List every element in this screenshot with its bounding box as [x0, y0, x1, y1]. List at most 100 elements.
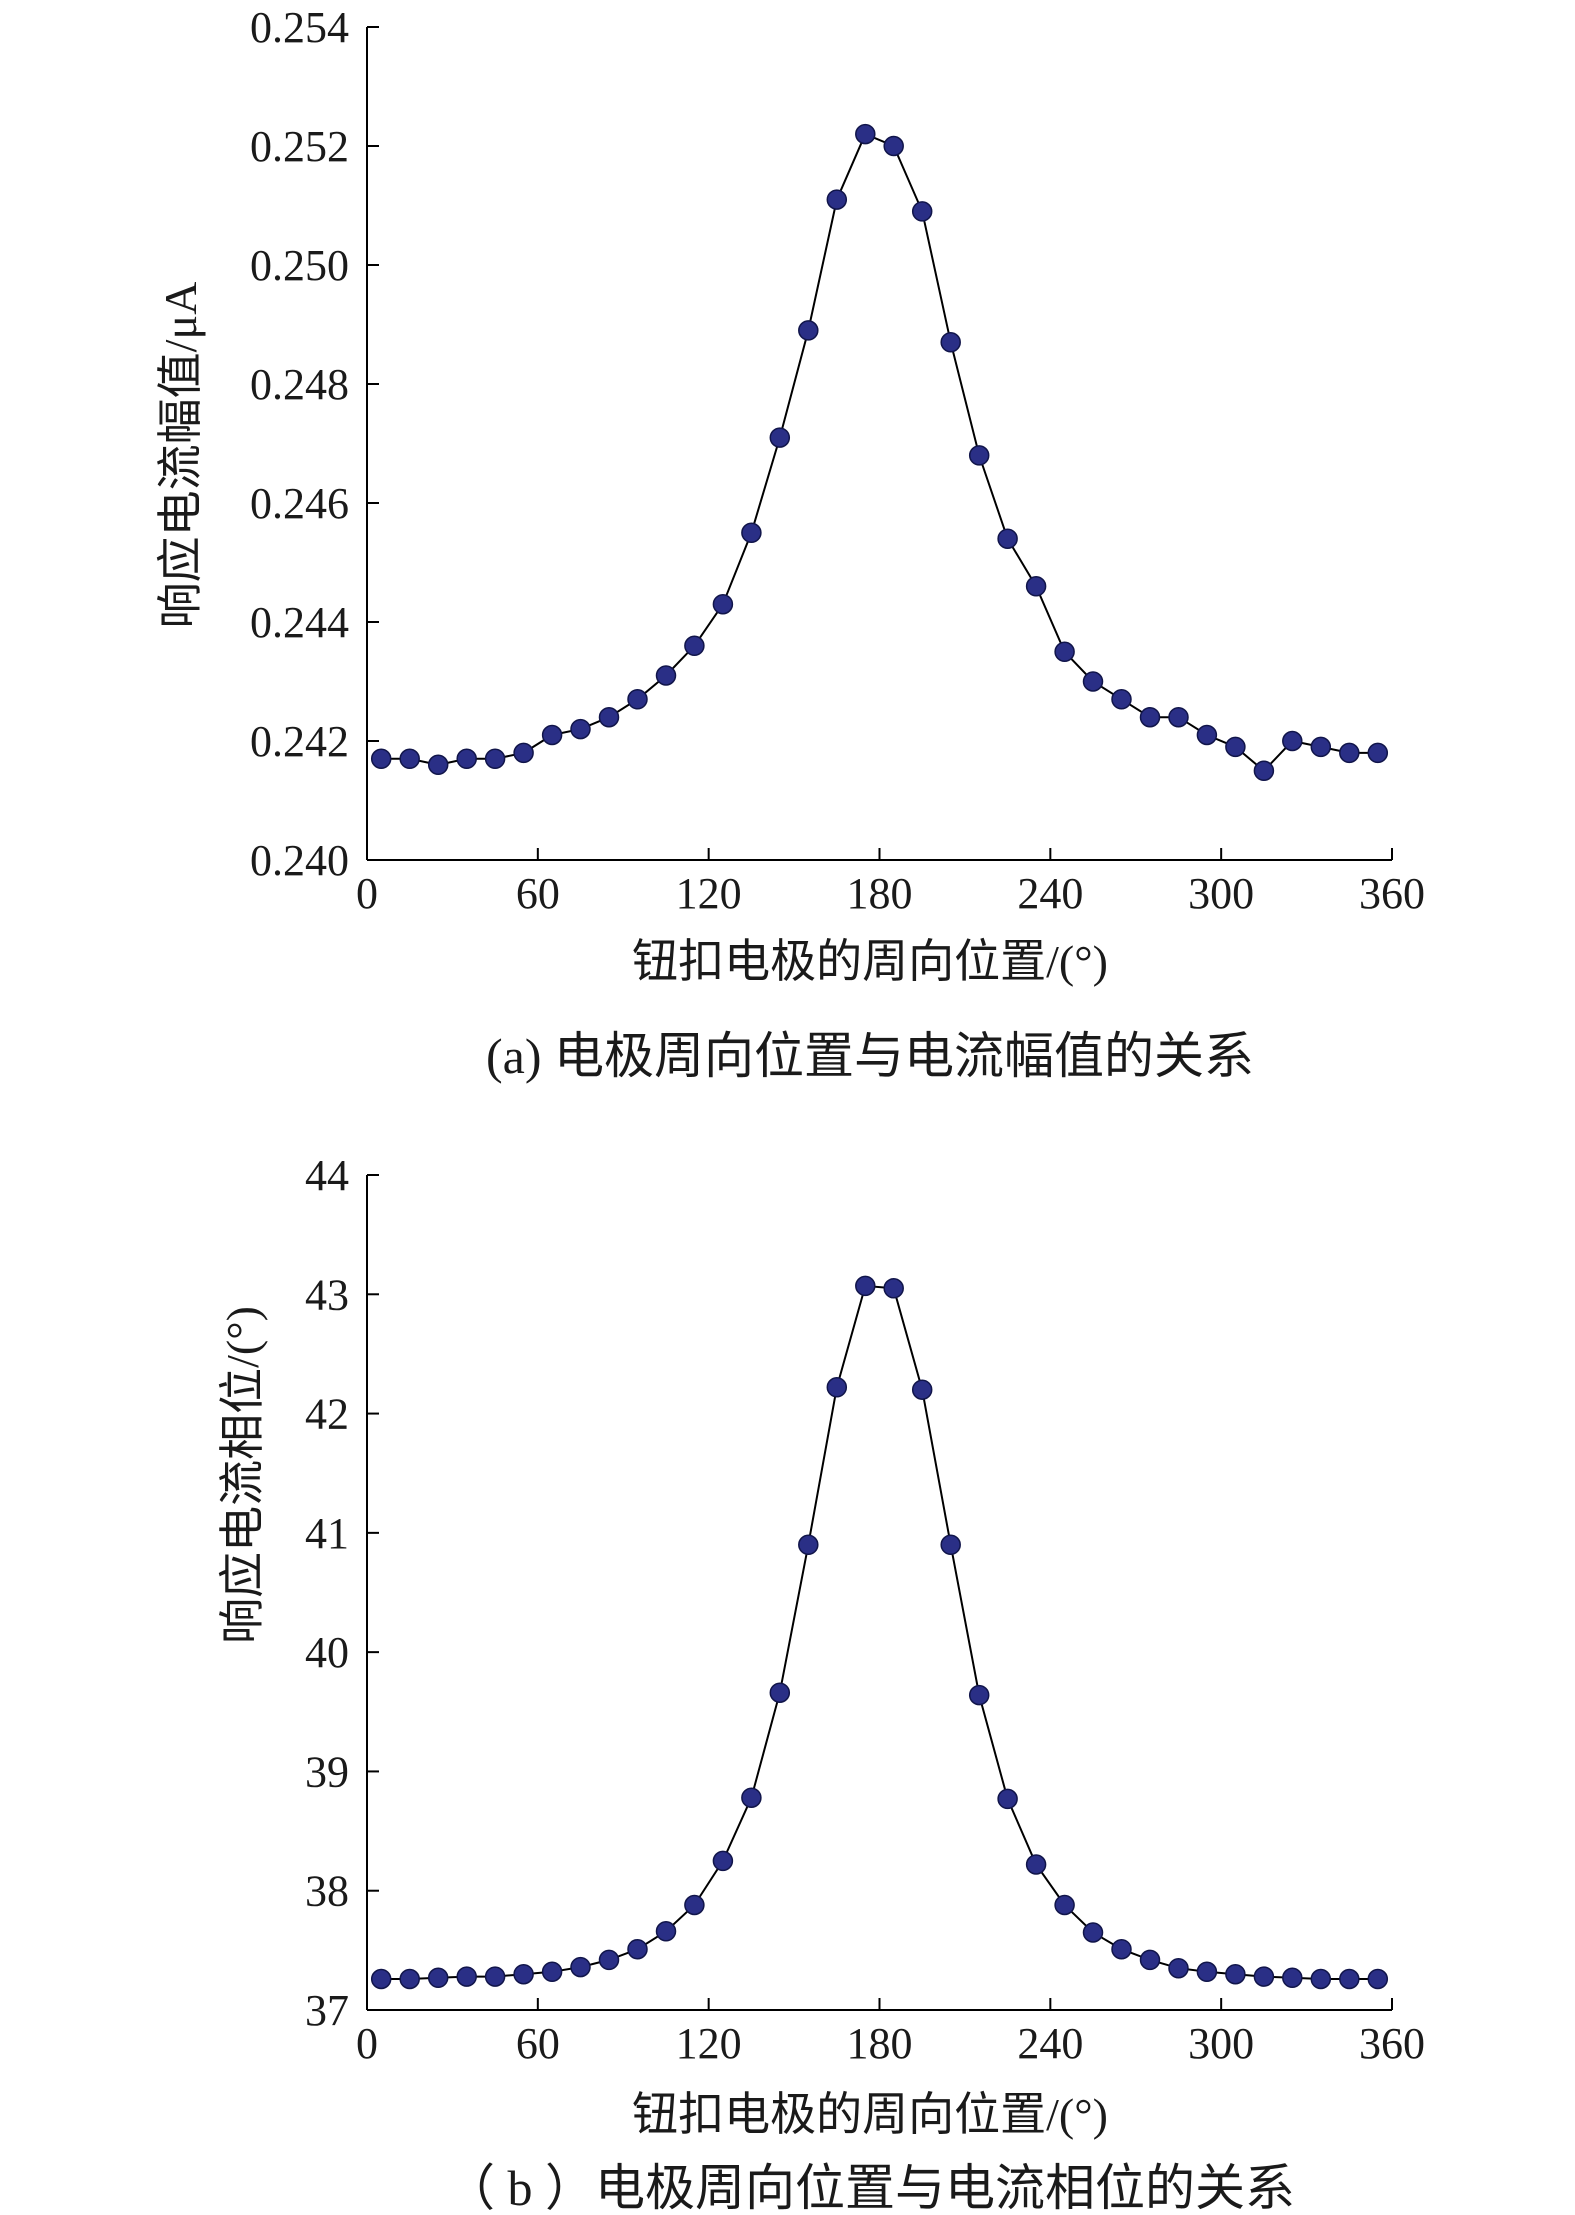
- chart-amplitude-x-tick-label: 0: [356, 869, 378, 918]
- chart-phase-data-point: [997, 1788, 1018, 1810]
- chart-amplitude-data-point: [855, 123, 876, 145]
- chart-amplitude-data-point: [399, 748, 420, 770]
- chart-phase-data-point: [1082, 1922, 1104, 1943]
- chart-amplitude-y-tick-label: 0.248: [250, 360, 349, 409]
- chart-amplitude-y-tick-label: 0.242: [250, 717, 349, 766]
- chart-amplitude-data-point: [1367, 742, 1389, 764]
- chart-phase-data-point: [1225, 1963, 1246, 1985]
- chart-amplitude-data-point: [940, 332, 961, 353]
- chart-phase-data-point: [655, 1921, 677, 1942]
- chart-amplitude-data-point: [1339, 742, 1360, 764]
- chart-amplitude: 0 60 120 180 240 300 360 0.240 0.242 0.244 0.246 0.…: [155, 3, 1425, 1084]
- chart-amplitude-x-tick-label: 120: [676, 869, 742, 918]
- chart-phase-data-point: [456, 1966, 477, 1987]
- chart-phase-data-point: [798, 1534, 819, 1556]
- chart-phase-y-tick-label: 37: [305, 1986, 349, 2035]
- chart-amplitude-data-point: [541, 724, 563, 746]
- chart-phase-x-tick-label: 240: [1017, 2019, 1083, 2068]
- chart-amplitude-data-point: [1054, 641, 1075, 663]
- chart-amplitude-data-point: [798, 320, 819, 341]
- chart-amplitude-data-point: [427, 754, 449, 776]
- chart-amplitude-y-tick-label: 0.252: [250, 122, 349, 171]
- chart-amplitude-y-tick-label: 0.240: [250, 836, 349, 885]
- chart-amplitude-data-point: [769, 427, 791, 448]
- chart-phase-x-tick-label: 0: [356, 2019, 378, 2068]
- chart-phase-data-point: [427, 1967, 449, 1989]
- chart-amplitude-x-tick-label: 240: [1017, 869, 1083, 918]
- chart-phase-data-point: [399, 1968, 420, 1990]
- chart-amplitude-y-axis-label: 响应电流幅值/μA: [155, 282, 206, 629]
- chart-phase-data-point: [1168, 1957, 1189, 1979]
- chart-amplitude-data-point: [911, 201, 933, 222]
- chart-phase-data-point: [1196, 1961, 1218, 1983]
- chart-phase-axes: [366, 1175, 1392, 2011]
- chart-amplitude-data-point: [598, 706, 620, 728]
- chart-amplitude-data-point: [513, 742, 534, 764]
- chart-phase-data-point: [1025, 1854, 1047, 1875]
- chart-amplitude-data-point: [883, 135, 904, 157]
- chart-phase-series: [370, 1275, 1389, 1990]
- chart-phase-x-tick-label: 360: [1359, 2019, 1425, 2068]
- chart-amplitude-axes: [366, 27, 1392, 861]
- chart-amplitude-data-point: [1082, 671, 1104, 692]
- chart-amplitude-data-point: [1225, 736, 1246, 758]
- chart-phase-data-point: [1367, 1968, 1389, 1990]
- chart-amplitude-x-tick-label: 60: [516, 869, 560, 918]
- chart-amplitude-data-point: [1168, 706, 1189, 728]
- chart-amplitude-data-point: [1253, 760, 1275, 782]
- chart-amplitude-data-point: [684, 635, 705, 657]
- chart-phase-caption: （ b ）电极周向位置与电流相位的关系: [445, 2160, 1295, 2215]
- chart-phase-y-axis-label: 响应电流相位/(°): [217, 1306, 268, 1644]
- chart-phase-data-point: [1339, 1968, 1360, 1990]
- chart-phase: 0 60 120 180 240 300 360 37 38 39 40 41 42 43 44 钮扣电极的…: [217, 1151, 1425, 2215]
- chart-phase-data-point: [1282, 1967, 1303, 1989]
- chart-amplitude-series-line: [381, 132, 1378, 773]
- chart-phase-x-tick-label: 180: [847, 2019, 913, 2068]
- chart-phase-x-tick-label: 300: [1188, 2019, 1254, 2068]
- chart-phase-data-point: [855, 1275, 876, 1297]
- chart-phase-data-point: [513, 1963, 534, 1985]
- chart-amplitude-data-point: [570, 718, 591, 740]
- chart-amplitude-series: [370, 123, 1389, 782]
- chart-phase-y-tick-label: 40: [305, 1628, 349, 1677]
- chart-phase-data-point: [741, 1787, 762, 1808]
- chart-phase-x-tick-label: 60: [516, 2019, 560, 2068]
- chart-phase-data-point: [370, 1968, 392, 1990]
- chart-phase-data-point: [1054, 1894, 1075, 1916]
- chart-phase-data-point: [968, 1684, 990, 1706]
- chart-phase-data-point: [911, 1379, 933, 1400]
- chart-phase-data-point: [598, 1949, 620, 1971]
- chart-phase-ticks: 0 60 120 180 240 300 360 37 38 39 40 41 42 43 44: [305, 1151, 1425, 2068]
- chart-phase-data-point: [712, 1850, 734, 1872]
- chart-phase-data-point: [826, 1377, 848, 1398]
- chart-amplitude-x-tick-label: 180: [847, 869, 913, 918]
- chart-phase-data-point: [1139, 1949, 1161, 1971]
- chart-phase-y-tick-label: 38: [305, 1867, 349, 1916]
- chart-amplitude-y-tick-label: 0.244: [250, 598, 349, 647]
- chart-amplitude-data-point: [1111, 689, 1132, 710]
- chart-amplitude-y-tick-label: 0.246: [250, 479, 349, 528]
- chart-amplitude-x-axis-label: 钮扣电极的周向位置/(°): [632, 936, 1108, 987]
- chart-phase-data-point: [1111, 1938, 1132, 1960]
- chart-amplitude-data-point: [627, 689, 648, 710]
- chart-amplitude-ticks: 0 60 120 180 240 300 360 0.240 0.242 0.244 0.246 0.…: [250, 3, 1425, 918]
- chart-amplitude-data-point: [1282, 730, 1303, 752]
- chart-amplitude-caption: (a) 电极周向位置与电流幅值的关系: [486, 1028, 1254, 1084]
- chart-phase-x-axis-label: 钮扣电极的周向位置/(°): [632, 2089, 1108, 2140]
- chart-amplitude-data-point: [370, 748, 392, 770]
- chart-phase-data-point: [1310, 1968, 1332, 1990]
- chart-amplitude-data-point: [456, 748, 477, 770]
- chart-amplitude-data-point: [826, 189, 848, 210]
- chart-amplitude-x-tick-label: 300: [1188, 869, 1254, 918]
- chart-amplitude-data-point: [997, 528, 1018, 549]
- chart-amplitude-data-point: [741, 522, 762, 544]
- chart-phase-data-point: [570, 1956, 591, 1978]
- chart-phase-data-point: [940, 1534, 961, 1556]
- chart-amplitude-y-tick-label: 0.250: [250, 241, 349, 290]
- chart-amplitude-data-point: [1196, 724, 1218, 746]
- chart-amplitude-data-point: [712, 593, 734, 615]
- chart-amplitude-data-point: [968, 445, 990, 466]
- chart-phase-data-point: [627, 1938, 648, 1960]
- chart-amplitude-x-tick-label: 360: [1359, 869, 1425, 918]
